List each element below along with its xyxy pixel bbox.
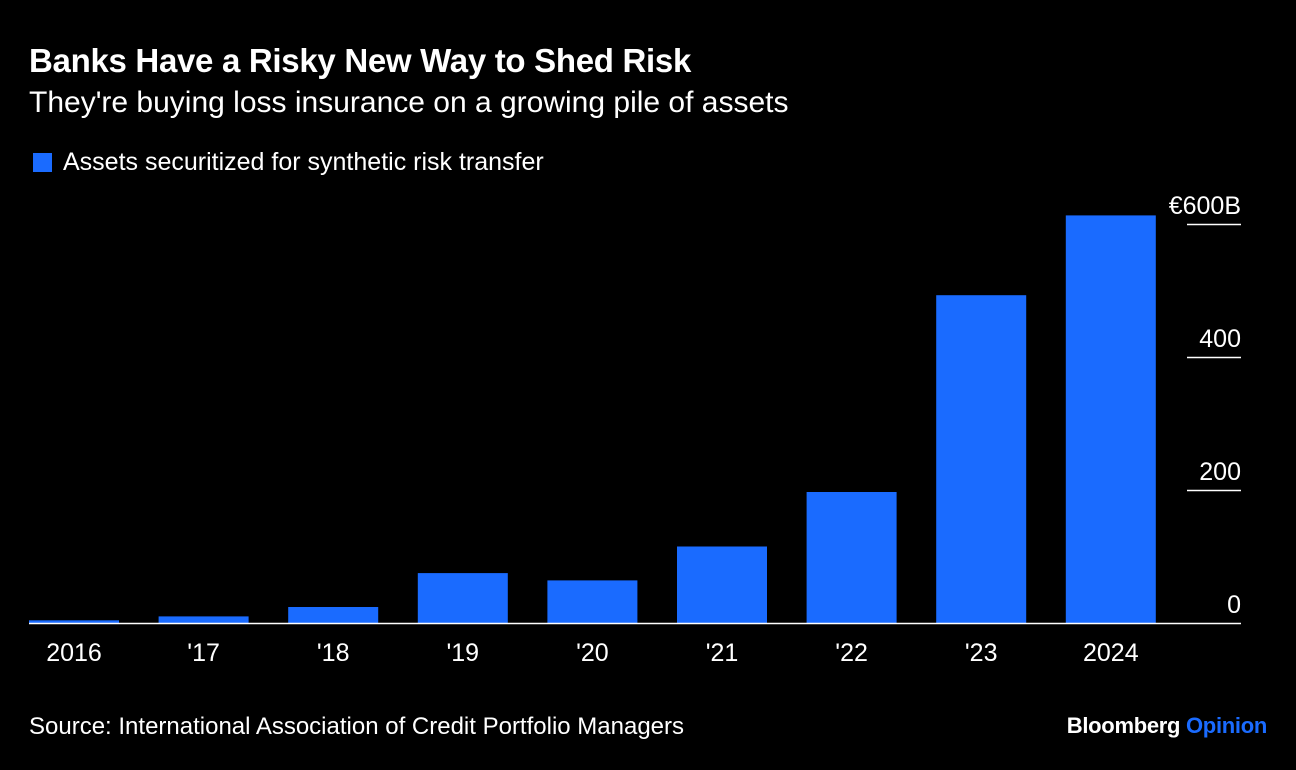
bar-6: [806, 492, 897, 623]
x-tick-label-1: '17: [187, 639, 220, 667]
y-tick-label-1: 200: [1199, 458, 1241, 486]
x-tick-label-5: '21: [706, 639, 739, 667]
brand-name: Bloomberg: [1066, 713, 1181, 738]
bar-8: [1065, 215, 1156, 623]
legend-label: Assets securitized for synthetic risk tr…: [63, 148, 544, 176]
brand-logo: Bloomberg Opinion: [1066, 713, 1268, 739]
y-tick-label-2: 400: [1199, 325, 1241, 353]
bar-2: [288, 607, 379, 623]
y-tick-label-0: 0: [1227, 591, 1241, 619]
bar-1: [158, 616, 249, 623]
bar-7: [936, 295, 1027, 623]
bar-0: [29, 620, 119, 623]
bar-4: [547, 580, 638, 623]
legend-swatch: [33, 153, 52, 172]
x-tick-label-6: '22: [835, 639, 868, 667]
x-tick-label-2: '18: [317, 639, 350, 667]
y-tick-label-3: €600B: [1169, 192, 1241, 220]
brand-section: Opinion: [1186, 713, 1267, 738]
bar-5: [677, 546, 767, 623]
x-tick-label-3: '19: [447, 639, 480, 667]
x-tick-label-7: '23: [965, 639, 998, 667]
legend: Assets securitized for synthetic risk tr…: [33, 148, 544, 177]
x-tick-label-8: 2024: [1083, 639, 1139, 667]
chart-title: Banks Have a Risky New Way to Shed Risk: [29, 42, 692, 79]
bar-3: [417, 573, 508, 623]
chart-subtitle: They're buying loss insurance on a growi…: [29, 86, 789, 119]
x-tick-label-0: 2016: [46, 639, 102, 667]
x-tick-label-4: '20: [576, 639, 609, 667]
source-note: Source: International Association of Cre…: [29, 713, 685, 740]
